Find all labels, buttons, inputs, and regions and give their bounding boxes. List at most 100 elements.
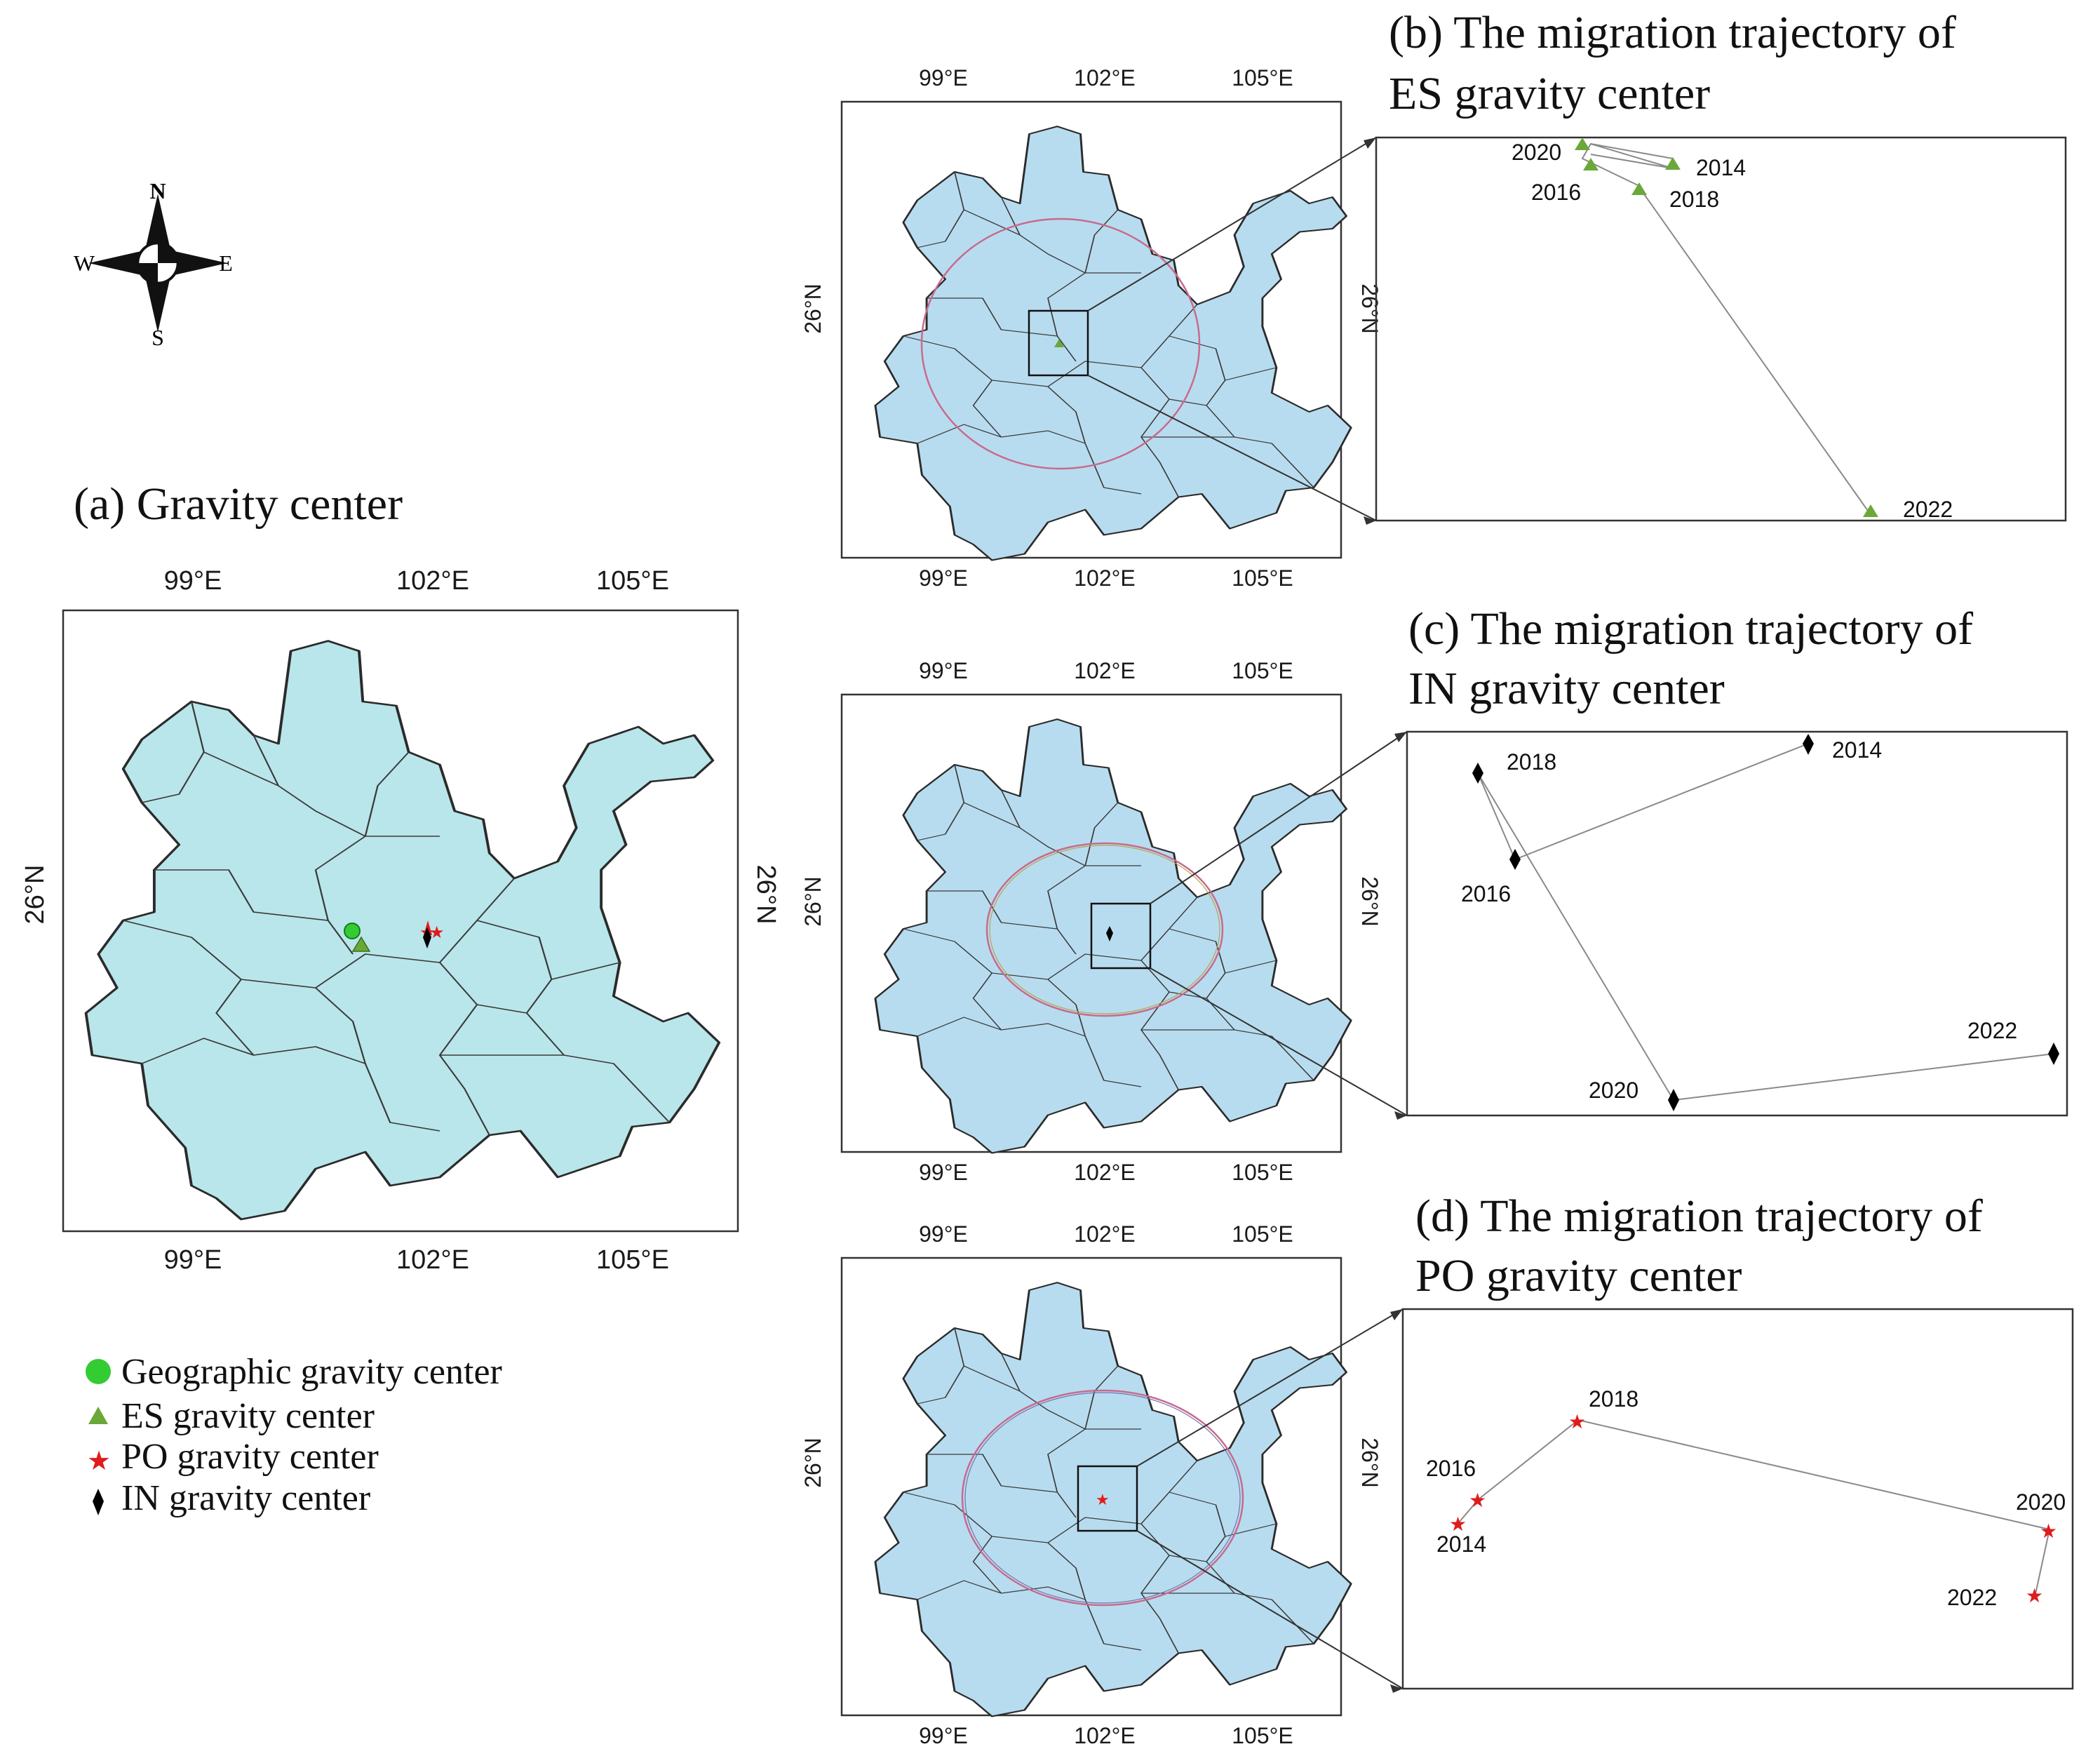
panel-b-std-ellipse	[920, 217, 1201, 470]
yunnan-province-map	[84, 639, 721, 1221]
in-point-2014	[1803, 734, 1814, 755]
panel-a-bottom-lon-99: 99°E	[164, 1245, 222, 1275]
panel-c-top-lon-102: 102°E	[1074, 658, 1136, 683]
in-label-2018: 2018	[1507, 749, 1556, 775]
panel-a-bottom-lon-102: 102°E	[396, 1245, 469, 1275]
es-label-2016: 2016	[1531, 180, 1581, 205]
compass-west-label: W	[74, 250, 95, 276]
panel-c-title-line1: (c) The migration trajectory of	[1408, 603, 1973, 655]
in-gravity-center-marker	[423, 927, 431, 949]
panel-c-zoom-box	[1090, 902, 1152, 970]
compass-east-label: E	[219, 250, 233, 276]
panel-c-top-lon-99: 99°E	[919, 658, 968, 683]
panel-b-top-lon-105: 105°E	[1232, 65, 1293, 91]
panel-a-top-lon-99: 99°E	[164, 566, 222, 596]
panel-c-bottom-lon-105: 105°E	[1232, 1160, 1293, 1185]
panel-a-top-lon-102: 102°E	[396, 566, 469, 596]
panel-d-right-lat: 26°N	[1357, 1437, 1382, 1488]
panel-d-std-ellipse	[961, 1389, 1244, 1607]
es-label-2014: 2014	[1696, 155, 1746, 180]
panel-d-trajectory-line	[1458, 1419, 2051, 1595]
panel-d-zoom-box	[1077, 1465, 1138, 1532]
panel-c-inset: 2014 2016 2018 2020 2022	[1406, 730, 2068, 1117]
panel-b-right-lat: 26°N	[1357, 283, 1382, 334]
compass-north-label: N	[149, 178, 166, 203]
panel-b-top-lon-99: 99°E	[919, 65, 968, 91]
panel-c-overview-map: 99°E 102°E 105°E 99°E 102°E 105°E 26°N 2…	[800, 658, 1382, 1185]
in-label-2016: 2016	[1461, 881, 1511, 906]
legend-es-icon	[88, 1407, 108, 1424]
panel-a-title: (a) Gravity center	[74, 478, 403, 530]
panel-b-overview-map: 99°E 102°E 105°E 99°E 102°E 105°E 26°N 2…	[800, 65, 1382, 591]
legend-in-icon	[93, 1489, 104, 1515]
po-point-2014: ★	[1449, 1513, 1467, 1535]
compass-south-label: S	[152, 325, 164, 350]
po-point-2018: ★	[1568, 1411, 1586, 1433]
panel-b-title-line2: ES gravity center	[1389, 68, 1710, 119]
po-label-2018: 2018	[1589, 1386, 1638, 1412]
po-label-2020: 2020	[2016, 1489, 2066, 1515]
legend-geographic-label: Geographic gravity center	[121, 1352, 502, 1392]
panel-a-map: ★ ★ 99°E 102°E 105°E 99°E 102°E 105°E 26…	[20, 566, 781, 1275]
panel-d-bottom-lon-102: 102°E	[1074, 1723, 1136, 1748]
panel-d-overview-map: ★ 99°E 102°E 105°E 99°E 102°E 105°E 26°N…	[800, 1221, 1382, 1748]
legend-po-icon: ★	[87, 1447, 111, 1476]
panel-b-inset: 2014 2016 2018 2020 2022	[1375, 136, 2067, 522]
panel-d-top-lon-99: 99°E	[919, 1221, 968, 1247]
panel-b-bottom-lon-102: 102°E	[1074, 565, 1136, 591]
panel-d-top-lon-105: 105°E	[1232, 1221, 1293, 1247]
panel-a-left-lat-26: 26°N	[20, 865, 50, 925]
es-point-2016	[1583, 158, 1598, 170]
panel-b-zoom-connectors	[1087, 137, 1377, 525]
geographic-gravity-center-marker	[344, 923, 361, 939]
in-point-2016	[1509, 849, 1521, 870]
legend-es-label: ES gravity center	[121, 1396, 375, 1436]
in-label-2022: 2022	[1967, 1018, 2017, 1043]
panel-d-left-lat: 26°N	[800, 1437, 826, 1488]
svg-text:★: ★	[429, 923, 445, 942]
panel-c-std-ellipse	[985, 842, 1224, 1017]
panel-b-left-lat: 26°N	[800, 283, 826, 334]
panel-c-bottom-lon-99: 99°E	[919, 1160, 968, 1185]
panel-c-title-line2: IN gravity center	[1408, 663, 1725, 714]
panel-c-trajectory-line	[1477, 743, 2054, 1101]
svg-text:★: ★	[1096, 1491, 1110, 1508]
panel-d-title-line1: (d) The migration trajectory of	[1415, 1191, 1983, 1242]
panel-d-bottom-lon-105: 105°E	[1232, 1723, 1293, 1748]
po-point-2020: ★	[2040, 1520, 2057, 1542]
in-point-2022	[2048, 1043, 2059, 1065]
panel-b-bottom-lon-105: 105°E	[1232, 565, 1293, 591]
panel-b-bottom-lon-99: 99°E	[919, 565, 968, 591]
panel-d-title-line2: PO gravity center	[1415, 1250, 1742, 1301]
es-point-2022	[1863, 504, 1878, 517]
legend-po-label: PO gravity center	[121, 1437, 379, 1477]
panel-a-bottom-lon-105: 105°E	[596, 1245, 669, 1275]
panel-a-frame	[62, 609, 739, 1233]
es-gravity-center-marker	[351, 936, 371, 952]
es-label-2022: 2022	[1903, 497, 1953, 522]
es-label-2018: 2018	[1669, 187, 1719, 212]
legend-geographic-icon	[86, 1359, 111, 1384]
panel-a-right-lat-26: 26°N	[751, 865, 781, 925]
po-label-2022: 2022	[1947, 1585, 1997, 1610]
legend: Geographic gravity center ES gravity cen…	[86, 1352, 502, 1518]
po-label-2016: 2016	[1426, 1456, 1476, 1481]
panel-c-left-lat: 26°N	[800, 876, 826, 927]
in-point-2018	[1472, 763, 1483, 784]
es-point-2018	[1631, 182, 1647, 195]
panel-c-right-lat: 26°N	[1357, 876, 1382, 927]
panel-d-inset: ★ ★ ★ ★ ★ 2014 2016 2018 2020 2022	[1401, 1308, 2074, 1690]
north-arrow-compass-icon	[88, 194, 227, 333]
po-point-2022: ★	[2026, 1585, 2043, 1607]
panel-d-bottom-lon-99: 99°E	[919, 1723, 968, 1748]
po-point-2016: ★	[1469, 1489, 1486, 1511]
panel-b-top-lon-102: 102°E	[1074, 65, 1136, 91]
panel-c-top-lon-105: 105°E	[1232, 658, 1293, 683]
in-label-2014: 2014	[1832, 737, 1882, 763]
po-label-2014: 2014	[1436, 1532, 1486, 1557]
panel-c-zoom-connectors	[1150, 731, 1408, 1120]
panel-a-top-lon-105: 105°E	[596, 566, 669, 596]
panel-b-trajectory-line	[1581, 142, 1869, 511]
panel-b-title-line1: (b) The migration trajectory of	[1389, 7, 1956, 58]
